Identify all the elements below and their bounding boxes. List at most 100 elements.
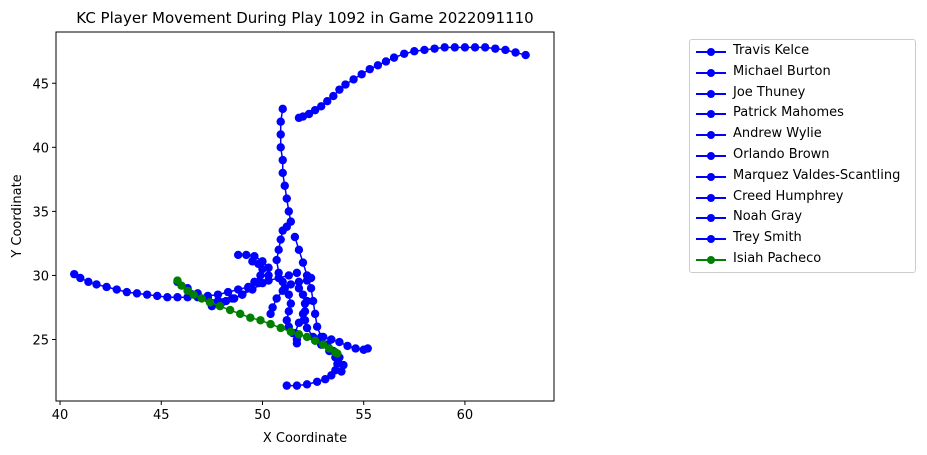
legend-label: Isiah Pacheco xyxy=(733,251,822,266)
data-point xyxy=(250,277,259,287)
x-tick-label: 60 xyxy=(457,408,474,423)
data-point xyxy=(460,43,470,52)
data-point xyxy=(276,323,285,333)
data-point xyxy=(298,290,308,299)
data-point xyxy=(331,366,340,375)
legend-marker-icon xyxy=(696,256,726,264)
data-point xyxy=(381,57,391,66)
data-point xyxy=(221,296,231,306)
data-point xyxy=(319,332,328,342)
legend: Travis Kelce Michael Burton Joe Thuney Patr… xyxy=(689,39,916,273)
data-point xyxy=(284,290,294,299)
data-point xyxy=(282,316,291,325)
data-point xyxy=(349,75,358,84)
data-point xyxy=(276,143,285,152)
data-point xyxy=(286,280,296,289)
data-point xyxy=(501,45,510,55)
data-point xyxy=(76,273,85,283)
data-point xyxy=(302,332,312,342)
legend-item: Isiah Pacheco xyxy=(690,250,915,270)
data-point xyxy=(327,335,336,344)
legend-item: Marquez Valdes-Scantling xyxy=(690,167,915,187)
series-marquez-valdes-scantling xyxy=(266,273,316,319)
y-axis-label: Y Coordinate xyxy=(10,174,25,258)
data-point xyxy=(321,375,330,384)
data-point xyxy=(102,282,111,292)
legend-marker-icon xyxy=(696,110,726,119)
data-point xyxy=(286,299,296,308)
plot-frame xyxy=(55,31,555,402)
data-point xyxy=(272,294,281,303)
data-point xyxy=(264,271,273,280)
data-point xyxy=(312,377,322,386)
data-point xyxy=(272,255,281,265)
data-point xyxy=(70,269,79,279)
data-point xyxy=(294,277,304,287)
data-point xyxy=(312,322,322,331)
data-point xyxy=(258,278,267,288)
data-point xyxy=(298,258,308,267)
x-tick-label: 55 xyxy=(355,408,372,423)
data-point xyxy=(280,181,289,190)
data-point xyxy=(470,43,480,52)
y-tick-label: 25 xyxy=(32,334,49,349)
data-point xyxy=(112,285,121,294)
data-point xyxy=(333,349,342,358)
data-point xyxy=(278,104,287,114)
data-point xyxy=(294,318,304,328)
data-point xyxy=(238,290,247,299)
data-point xyxy=(284,271,294,280)
data-point xyxy=(521,50,530,60)
data-point xyxy=(266,309,275,319)
data-point xyxy=(292,339,302,348)
data-point xyxy=(294,284,304,293)
data-point xyxy=(242,250,251,260)
data-point xyxy=(213,290,223,299)
data-point xyxy=(341,80,350,89)
legend-marker-icon xyxy=(696,131,726,140)
legend-marker-icon xyxy=(696,214,726,223)
plot-area xyxy=(70,43,530,390)
legend-marker-icon xyxy=(696,172,726,181)
data-point xyxy=(389,53,399,62)
x-tick-label: 45 xyxy=(153,408,170,423)
data-point xyxy=(225,305,235,315)
data-point xyxy=(236,309,245,319)
data-point xyxy=(304,109,314,119)
legend-marker-icon xyxy=(696,152,726,160)
data-point xyxy=(84,277,93,287)
data-point xyxy=(430,44,439,53)
data-point xyxy=(274,245,283,255)
x-tick-label: 40 xyxy=(52,408,69,423)
data-point xyxy=(229,294,239,303)
data-point xyxy=(183,286,192,296)
y-tick-label: 40 xyxy=(32,141,49,156)
data-point xyxy=(266,319,275,329)
data-point xyxy=(177,281,186,290)
legend-item: Patrick Mahomes xyxy=(690,104,915,124)
data-point xyxy=(132,289,142,298)
data-point xyxy=(282,381,291,390)
data-point xyxy=(274,273,283,283)
data-point xyxy=(276,235,285,244)
data-point xyxy=(284,207,294,216)
data-point xyxy=(246,313,255,322)
legend-label: Marquez Valdes-Scantling xyxy=(733,167,901,183)
series-line xyxy=(298,46,526,119)
data-point xyxy=(323,96,332,106)
data-point xyxy=(248,257,257,266)
data-point xyxy=(276,117,285,126)
data-point xyxy=(316,102,326,111)
data-point xyxy=(308,296,318,306)
data-point xyxy=(278,155,287,165)
data-point xyxy=(373,61,383,70)
data-point xyxy=(343,341,352,351)
data-point xyxy=(302,380,312,389)
data-point xyxy=(284,307,294,316)
data-point xyxy=(205,298,215,307)
data-point xyxy=(256,271,265,280)
data-point xyxy=(491,44,500,53)
legend-item: Creed Humphrey xyxy=(690,188,915,208)
data-point xyxy=(163,293,172,302)
legend-label: Andrew Wylie xyxy=(733,126,822,142)
